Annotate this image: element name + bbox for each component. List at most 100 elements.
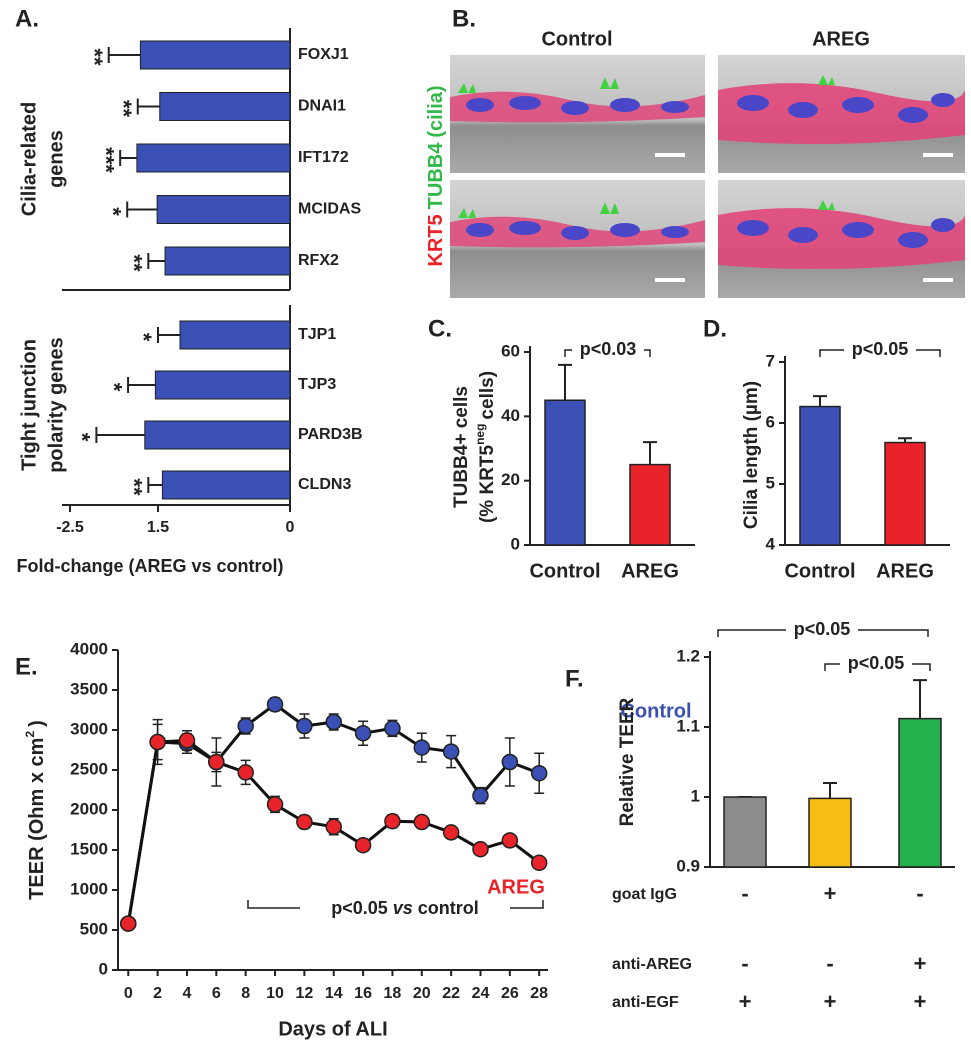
bar	[629, 463, 671, 546]
bracket	[819, 349, 941, 357]
error-bar	[136, 98, 160, 115]
bar	[723, 796, 767, 868]
marker	[472, 787, 489, 804]
y-tick-label: 60	[501, 341, 520, 360]
error-bar	[147, 253, 166, 269]
x-tick-label: Control	[784, 560, 855, 582]
marker	[442, 743, 460, 760]
x-tick-label: 1.5	[147, 519, 169, 536]
x-tick-label: 28	[530, 985, 548, 1002]
image-ylabel-word: KRT5	[425, 214, 447, 266]
panel-label: D.	[703, 315, 727, 342]
annotation-part: control	[418, 898, 479, 918]
annotation: p<0.05	[794, 619, 851, 639]
y-axis-label-part: cells)	[477, 371, 498, 420]
error-bar	[126, 201, 158, 218]
significance-stars: *	[100, 207, 125, 216]
treatment-sign: +	[914, 989, 927, 1014]
y-tick-label: 500	[80, 919, 108, 938]
marker	[530, 764, 548, 782]
marker	[325, 818, 342, 836]
significance-stars: *	[131, 333, 156, 342]
annotation: p<0.03	[580, 339, 637, 359]
x-tick-label: -2.5	[56, 519, 84, 536]
x-tick-label: 26	[501, 985, 519, 1002]
marker	[384, 720, 401, 737]
error-bar	[127, 377, 156, 393]
panel-label: E.	[15, 653, 38, 680]
treatment-sign: -	[826, 951, 833, 976]
error-bar	[119, 150, 137, 166]
marker	[413, 739, 431, 756]
treatment-sign: -	[741, 951, 748, 976]
treatment-sign: +	[739, 989, 752, 1014]
legend-label: AREG	[487, 876, 545, 898]
category-label: RFX2	[298, 252, 339, 269]
y-tick-label: 2000	[70, 799, 108, 818]
y-tick-label: 7	[766, 351, 775, 370]
marker	[237, 717, 254, 735]
significance-stars: *	[70, 433, 95, 442]
treatment-sign: +	[824, 989, 837, 1014]
bar	[136, 143, 291, 173]
micrograph	[716, 53, 967, 175]
y-axis-label: TEER (Ohm x cm2)	[23, 720, 48, 900]
category-label: TJP3	[298, 376, 336, 393]
annotation: p<0.05	[852, 339, 909, 359]
micrograph	[716, 178, 967, 300]
x-tick-label: 18	[384, 985, 402, 1002]
marker	[208, 753, 225, 771]
bar	[161, 470, 291, 500]
y-tick-label: 40	[501, 406, 520, 425]
y-axis-label-part: 2	[23, 731, 37, 738]
y-axis-label: TUBB4+ cells	[451, 386, 472, 508]
annotation-part: p<0.05	[331, 898, 388, 918]
y-tick-label: 6	[766, 412, 775, 431]
micrograph	[448, 53, 707, 175]
error-bar	[147, 477, 163, 493]
annotation-part: vs	[393, 898, 413, 918]
bracket	[247, 900, 544, 909]
y-tick-label: 0	[99, 959, 108, 978]
bar	[544, 399, 586, 546]
y-axis-label: Tight junction	[18, 339, 40, 471]
x-tick-label: 10	[266, 985, 284, 1002]
y-axis-label: (% KRT5neg cells)	[473, 371, 498, 523]
marker	[266, 796, 284, 813]
y-axis-label-part: )	[26, 720, 48, 727]
x-tick-label: 4	[183, 985, 192, 1002]
y-tick-label: 1500	[70, 839, 108, 858]
error-bar	[643, 441, 657, 465]
bracket	[717, 629, 929, 637]
x-tick-label: 22	[442, 985, 460, 1002]
y-tick-label: 1.1	[676, 716, 700, 735]
significance-stars: ***	[93, 147, 118, 173]
x-tick-label: Control	[529, 560, 600, 582]
error-bar	[813, 395, 827, 407]
panel-label: C.	[428, 315, 452, 342]
category-label: IFT172	[298, 149, 349, 166]
marker	[501, 832, 519, 849]
bracket	[564, 349, 651, 357]
bracket	[824, 663, 931, 671]
bar	[156, 195, 291, 224]
panel-label: F.	[565, 665, 584, 692]
column-header: AREG	[812, 28, 870, 50]
significance-stars: **	[111, 100, 136, 118]
bar	[159, 92, 291, 121]
y-tick-label: 3000	[70, 719, 108, 738]
y-axis-label-part: neg	[473, 424, 487, 445]
x-tick-label: 6	[212, 985, 221, 1002]
marker	[325, 713, 342, 731]
significance-stars: **	[122, 254, 147, 272]
treatment-sign: -	[741, 881, 748, 906]
x-tick-label: 0	[286, 519, 295, 536]
y-tick-label: 20	[501, 470, 520, 489]
error-bar	[95, 427, 145, 443]
bar	[179, 320, 291, 350]
category-label: MCIDAS	[298, 201, 361, 218]
y-tick-label: 0	[511, 534, 520, 553]
significance-stars: *	[101, 383, 126, 392]
treatment-label: goat IgG	[612, 886, 677, 903]
